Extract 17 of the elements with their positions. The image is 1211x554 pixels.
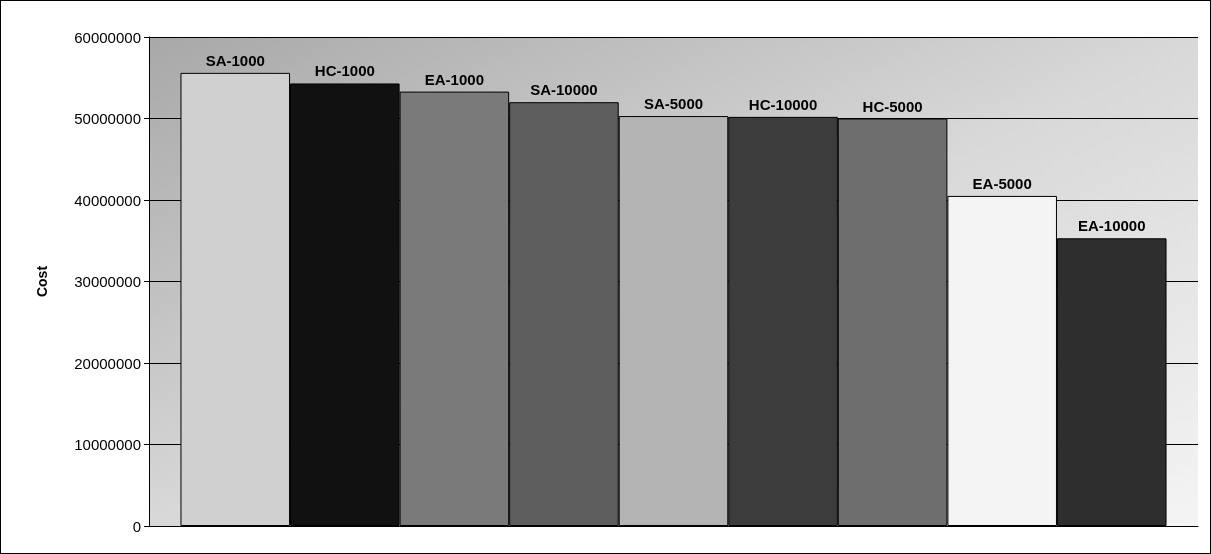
y-tick-label: 30000000: [74, 273, 141, 290]
series-label: SA-5000: [643, 95, 704, 113]
series-label: SA-1000: [205, 51, 265, 69]
y-tick-label: 50000000: [74, 110, 141, 127]
y-axis-title: Cost: [34, 265, 50, 298]
y-tick-label: 20000000: [74, 354, 141, 372]
y-tick-label: 0: [132, 517, 141, 535]
series-label: HC-10000: [748, 95, 818, 113]
series-label: EA-10000: [1077, 217, 1146, 235]
series-label: HC-5000: [862, 97, 923, 115]
series-label: SA-10000: [530, 81, 598, 99]
series-label: HC-1000: [314, 62, 375, 80]
y-tick-label: 10000000: [74, 436, 141, 453]
series-label: EA-1000: [424, 70, 484, 88]
y-tick-label: 40000000: [74, 191, 141, 209]
y-tick-label: 60000000: [74, 28, 141, 46]
series-label: EA-5000: [972, 174, 1032, 192]
